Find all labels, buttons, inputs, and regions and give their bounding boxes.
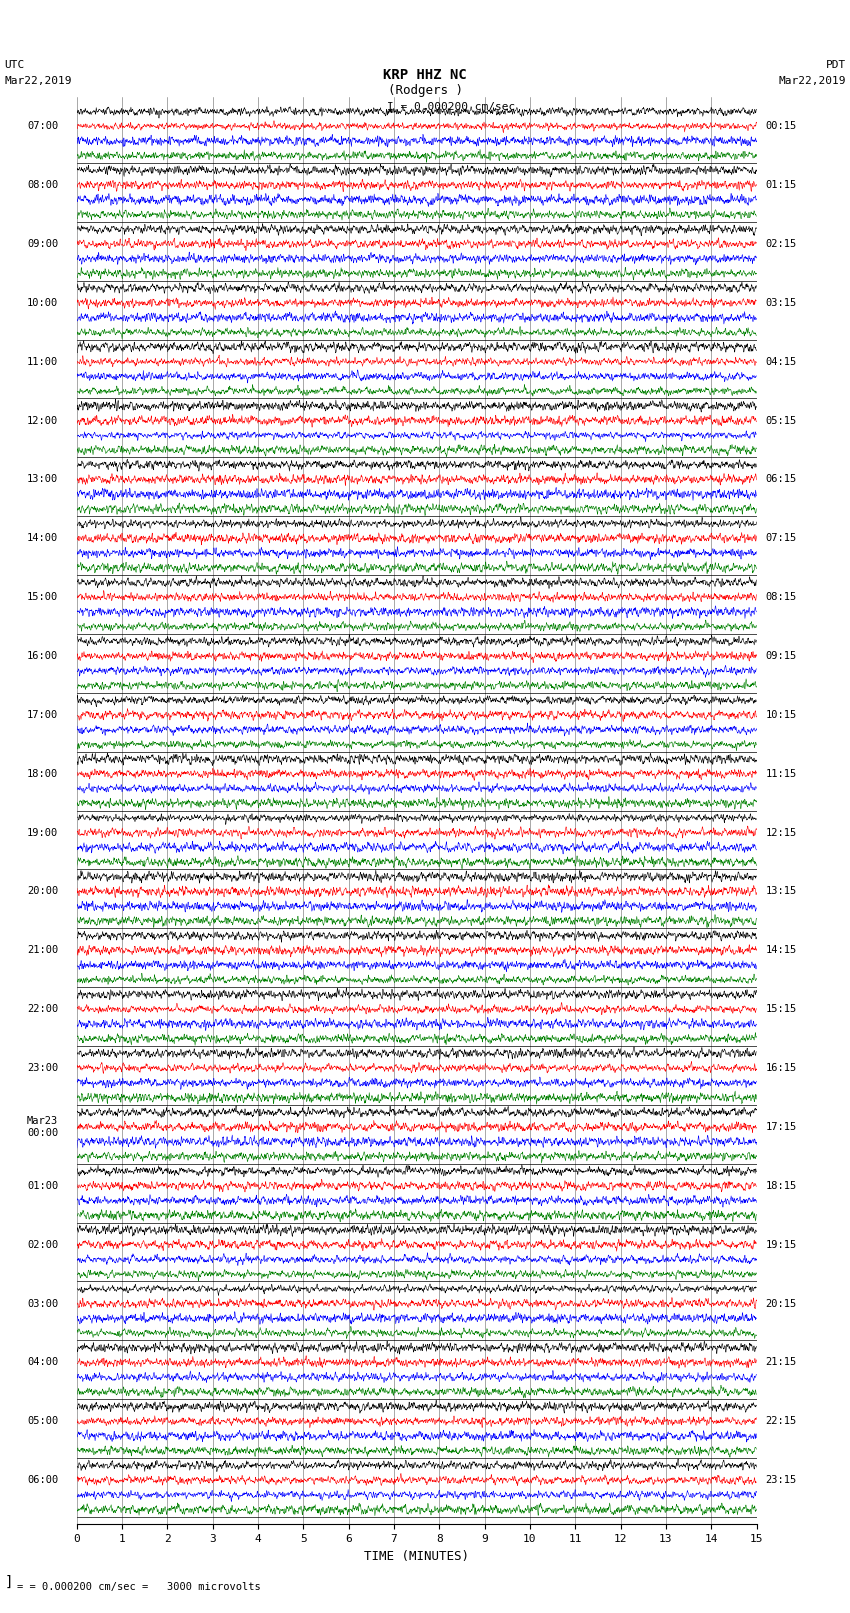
- Text: 18:15: 18:15: [766, 1181, 796, 1190]
- Text: 02:15: 02:15: [766, 239, 796, 248]
- Text: 18:00: 18:00: [27, 769, 59, 779]
- Text: 15:15: 15:15: [766, 1005, 796, 1015]
- Text: KRP HHZ NC: KRP HHZ NC: [383, 68, 467, 82]
- Text: 16:15: 16:15: [766, 1063, 796, 1073]
- Text: 13:15: 13:15: [766, 887, 796, 897]
- Text: 01:15: 01:15: [766, 181, 796, 190]
- Text: Mar22,2019: Mar22,2019: [779, 76, 846, 85]
- Text: 06:00: 06:00: [27, 1476, 59, 1486]
- Text: Mar23
00:00: Mar23 00:00: [27, 1116, 59, 1137]
- Text: 06:15: 06:15: [766, 474, 796, 484]
- Text: (Rodgers ): (Rodgers ): [388, 84, 462, 97]
- Text: 19:00: 19:00: [27, 827, 59, 837]
- Text: 07:00: 07:00: [27, 121, 59, 131]
- Text: 01:00: 01:00: [27, 1181, 59, 1190]
- Text: 02:00: 02:00: [27, 1240, 59, 1250]
- Text: 10:15: 10:15: [766, 710, 796, 719]
- Text: 17:00: 17:00: [27, 710, 59, 719]
- X-axis label: TIME (MINUTES): TIME (MINUTES): [364, 1550, 469, 1563]
- Text: 04:15: 04:15: [766, 356, 796, 366]
- Text: 07:15: 07:15: [766, 534, 796, 544]
- Text: 09:00: 09:00: [27, 239, 59, 248]
- Text: 11:00: 11:00: [27, 356, 59, 366]
- Text: 08:00: 08:00: [27, 181, 59, 190]
- Text: PDT: PDT: [825, 60, 846, 69]
- Text: 05:00: 05:00: [27, 1416, 59, 1426]
- Text: I = 0.000200 cm/sec: I = 0.000200 cm/sec: [387, 102, 515, 111]
- Text: 16:00: 16:00: [27, 652, 59, 661]
- Text: 22:15: 22:15: [766, 1416, 796, 1426]
- Text: 20:15: 20:15: [766, 1298, 796, 1308]
- Text: UTC: UTC: [4, 60, 25, 69]
- Text: Mar22,2019: Mar22,2019: [4, 76, 71, 85]
- Text: 00:15: 00:15: [766, 121, 796, 131]
- Text: 12:00: 12:00: [27, 416, 59, 426]
- Text: 09:15: 09:15: [766, 652, 796, 661]
- Text: 15:00: 15:00: [27, 592, 59, 602]
- Text: 08:15: 08:15: [766, 592, 796, 602]
- Text: ]: ]: [4, 1574, 13, 1589]
- Text: = = 0.000200 cm/sec =   3000 microvolts: = = 0.000200 cm/sec = 3000 microvolts: [17, 1582, 261, 1592]
- Text: 19:15: 19:15: [766, 1240, 796, 1250]
- Text: 03:00: 03:00: [27, 1298, 59, 1308]
- Text: 21:00: 21:00: [27, 945, 59, 955]
- Text: 04:00: 04:00: [27, 1358, 59, 1368]
- Text: 21:15: 21:15: [766, 1358, 796, 1368]
- Text: 10:00: 10:00: [27, 298, 59, 308]
- Text: 14:15: 14:15: [766, 945, 796, 955]
- Text: 12:15: 12:15: [766, 827, 796, 837]
- Text: 22:00: 22:00: [27, 1005, 59, 1015]
- Text: 13:00: 13:00: [27, 474, 59, 484]
- Text: 05:15: 05:15: [766, 416, 796, 426]
- Text: 20:00: 20:00: [27, 887, 59, 897]
- Text: 17:15: 17:15: [766, 1123, 796, 1132]
- Text: 14:00: 14:00: [27, 534, 59, 544]
- Text: 23:15: 23:15: [766, 1476, 796, 1486]
- Text: 23:00: 23:00: [27, 1063, 59, 1073]
- Text: 03:15: 03:15: [766, 298, 796, 308]
- Text: 11:15: 11:15: [766, 769, 796, 779]
